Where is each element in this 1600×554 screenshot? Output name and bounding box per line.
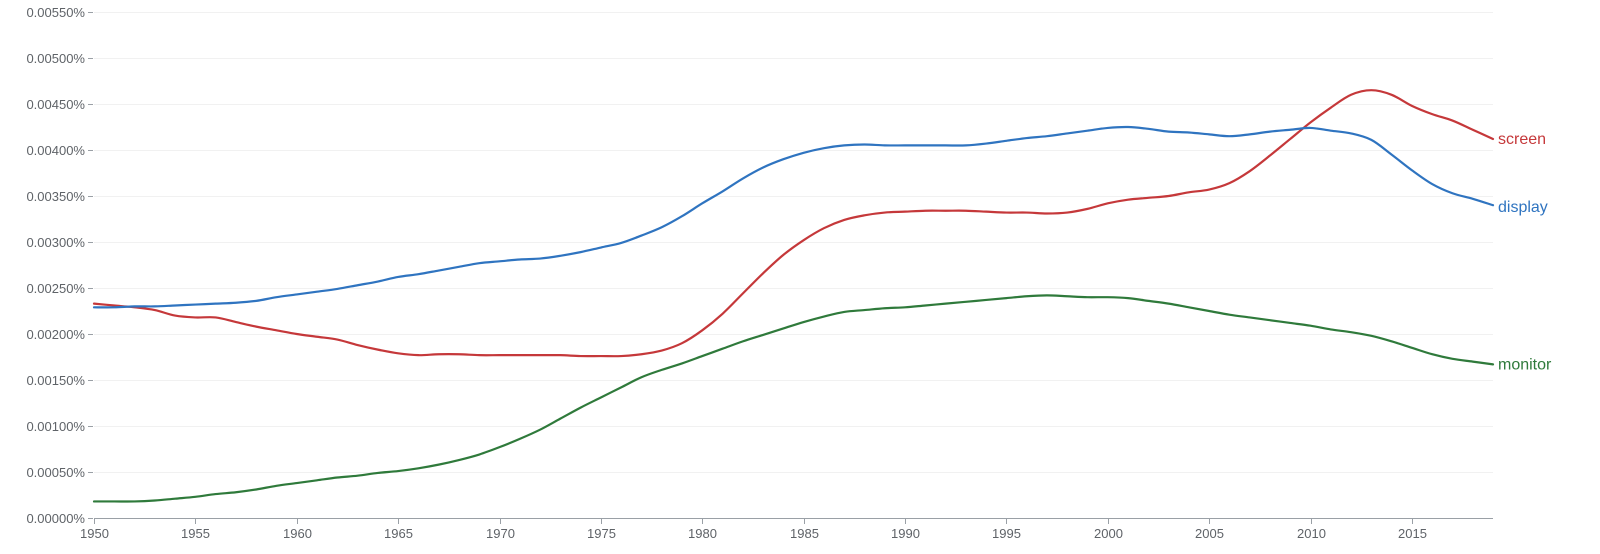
y-tick-label: 0.00200% xyxy=(26,327,85,342)
y-tick-label: 0.00450% xyxy=(26,97,85,112)
x-tick-label: 1960 xyxy=(283,526,312,541)
x-tick-label: 1995 xyxy=(992,526,1021,541)
grid-lines xyxy=(94,12,1493,473)
y-axis-ticks: 0.00000% 0.00050% 0.00100% 0.00150% 0.00200%… xyxy=(26,5,93,526)
x-tick-label: 2005 xyxy=(1195,526,1224,541)
series-labels: screen display monitor xyxy=(1498,131,1552,373)
y-tick-label: 0.00550% xyxy=(26,5,85,20)
x-axis-ticks: 1950 1955 1960 1965 1970 1975 1980 1985 1990 1995… xyxy=(80,518,1427,541)
series-line-monitor[interactable] xyxy=(92,294,1495,503)
x-tick-label: 1970 xyxy=(486,526,515,541)
y-tick-label: 0.00400% xyxy=(26,143,85,158)
y-tick-label: 0.00500% xyxy=(26,51,85,66)
series-line-display[interactable] xyxy=(92,125,1495,309)
y-tick-label: 0.00150% xyxy=(26,373,85,388)
series-label-screen[interactable]: screen xyxy=(1498,131,1546,148)
x-tick-label: 2010 xyxy=(1297,526,1326,541)
y-tick-label: 0.00250% xyxy=(26,281,85,296)
x-tick-label: 1950 xyxy=(80,526,109,541)
x-tick-label: 2000 xyxy=(1094,526,1123,541)
y-tick-label: 0.00100% xyxy=(26,419,85,434)
y-tick-label: 0.00300% xyxy=(26,235,85,250)
x-tick-label: 1990 xyxy=(891,526,920,541)
x-tick-label: 1955 xyxy=(181,526,210,541)
x-tick-label: 2015 xyxy=(1398,526,1427,541)
y-tick-label: 0.00350% xyxy=(26,189,85,204)
y-tick-label: 0.00050% xyxy=(26,465,85,480)
x-tick-label: 1985 xyxy=(790,526,819,541)
x-tick-label: 1980 xyxy=(688,526,717,541)
x-tick-label: 1965 xyxy=(384,526,413,541)
series-lines xyxy=(92,89,1495,503)
x-tick-label: 1975 xyxy=(587,526,616,541)
series-line-screen[interactable] xyxy=(92,89,1495,358)
series-label-monitor[interactable]: monitor xyxy=(1498,356,1552,373)
y-tick-label: 0.00000% xyxy=(26,511,85,526)
series-label-display[interactable]: display xyxy=(1498,199,1548,216)
